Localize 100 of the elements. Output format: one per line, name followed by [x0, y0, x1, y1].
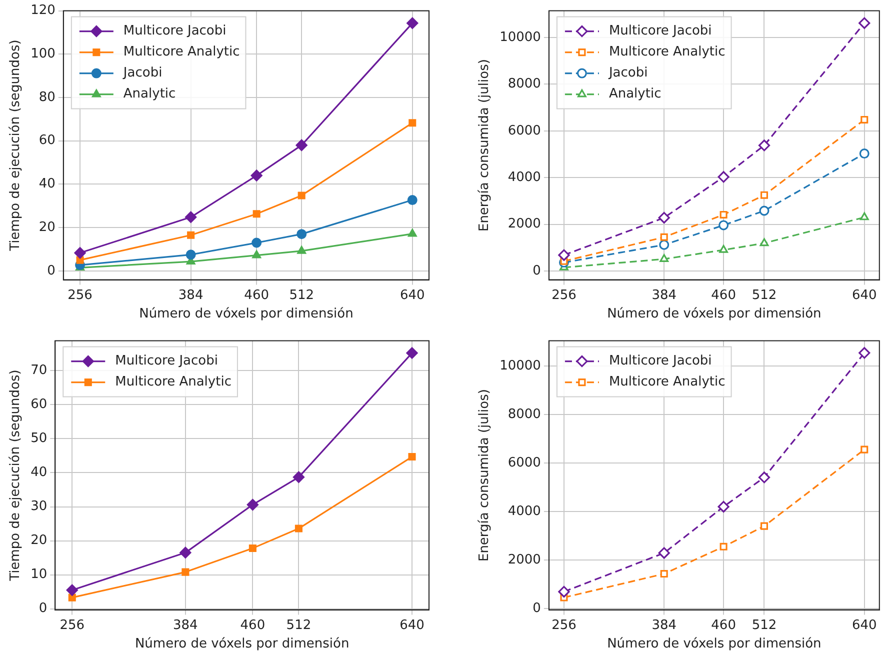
- point: [759, 206, 770, 216]
- point: [408, 119, 416, 127]
- x-tick-label: 384: [173, 618, 198, 633]
- x-tick-label: 460: [711, 288, 736, 303]
- x-tick-label: 640: [852, 288, 877, 303]
- x-tick-label: 256: [552, 288, 576, 303]
- point: [858, 347, 870, 359]
- y-tick-label: 10: [30, 567, 48, 582]
- legend-label: Multicore Jacobi: [115, 354, 218, 369]
- point: [760, 238, 769, 246]
- legend-label: Jacobi: [122, 66, 162, 81]
- x-tick-label: 384: [652, 288, 677, 303]
- x-axis-title: Número de vóxels por dimensión: [607, 306, 822, 322]
- y-tick-label: 70: [30, 363, 48, 378]
- y-tick-label: 80: [38, 90, 56, 105]
- point: [718, 171, 730, 183]
- legend-label: Analytic: [608, 86, 662, 102]
- y-axis-title: Tiempo de ejecución (segundos): [8, 40, 24, 252]
- point: [860, 116, 868, 124]
- point: [74, 247, 86, 259]
- point: [860, 446, 868, 454]
- legend-label: Analytic: [123, 86, 176, 102]
- point: [408, 228, 417, 237]
- point: [758, 472, 770, 484]
- point: [660, 570, 668, 578]
- point: [406, 347, 418, 359]
- y-tick-label: 20: [30, 533, 48, 548]
- legend-label: Multicore Jacobi: [123, 24, 226, 39]
- point: [658, 547, 670, 559]
- point: [407, 195, 418, 206]
- x-tick-label: 460: [240, 618, 266, 633]
- y-tick-label: 4000: [508, 504, 541, 519]
- point: [718, 500, 730, 512]
- point: [720, 210, 728, 218]
- point: [406, 17, 418, 29]
- x-tick-label: 384: [178, 288, 204, 303]
- legend-label: Multicore Jacobi: [608, 354, 712, 369]
- point: [558, 249, 570, 261]
- x-tick-label: 256: [552, 618, 576, 633]
- y-axis-title: Energía consumida (julios): [477, 59, 492, 232]
- x-axis-title: Número de vóxels por dimensión: [139, 306, 354, 322]
- x-tick-label: 384: [652, 618, 677, 633]
- y-axis-title: Energía consumida (julios): [477, 389, 492, 562]
- y-tick-label: 0: [38, 601, 48, 616]
- point: [252, 210, 260, 218]
- y-tick-label: 40: [38, 176, 56, 192]
- legend-label: Multicore Analytic: [608, 374, 726, 390]
- point: [408, 452, 416, 461]
- point: [250, 170, 262, 182]
- point: [180, 546, 192, 558]
- point: [248, 544, 256, 552]
- y-tick-label: 10000: [500, 30, 541, 45]
- x-tick-label: 512: [752, 618, 777, 633]
- point: [859, 148, 870, 159]
- point: [558, 586, 570, 598]
- y-tick-label: 6000: [508, 455, 541, 470]
- y-tick-label: 0: [47, 263, 56, 278]
- point: [860, 212, 869, 220]
- point: [297, 246, 306, 254]
- point: [718, 220, 729, 230]
- x-tick-label: 512: [752, 288, 777, 303]
- y-tick-label: 100: [30, 46, 56, 62]
- legend-label: Multicore Analytic: [115, 374, 232, 390]
- point: [758, 140, 770, 152]
- x-tick-label: 256: [60, 618, 85, 633]
- y-tick-label: 8000: [508, 407, 541, 422]
- point: [660, 254, 669, 262]
- y-tick-label: 2000: [508, 216, 541, 232]
- y-tick-label: 30: [30, 499, 48, 514]
- y-tick-label: 10000: [500, 358, 541, 374]
- y-tick-label: 2000: [508, 552, 541, 568]
- point: [252, 250, 262, 258]
- point: [298, 192, 306, 200]
- point: [186, 250, 196, 260]
- point: [66, 584, 78, 596]
- y-tick-label: 0: [532, 263, 541, 278]
- point: [182, 568, 190, 576]
- point: [760, 191, 768, 199]
- y-tick-label: 60: [38, 133, 56, 148]
- x-tick-label: 512: [289, 288, 314, 303]
- point: [858, 17, 870, 29]
- y-tick-label: 0: [532, 600, 541, 616]
- legend-label: Multicore Jacobi: [608, 24, 712, 39]
- point: [294, 524, 302, 532]
- point: [292, 471, 305, 483]
- point: [760, 522, 768, 530]
- point: [296, 139, 308, 151]
- x-tick-label: 256: [68, 288, 92, 303]
- point: [659, 240, 670, 250]
- legend-label: Jacobi: [608, 66, 648, 81]
- y-axis-title: Tiempo de ejecución (segundos): [8, 370, 24, 582]
- y-tick-label: 8000: [508, 76, 541, 92]
- y-tick-label: 40: [30, 465, 48, 480]
- y-tick-label: 20: [38, 220, 56, 235]
- x-tick-label: 640: [400, 288, 425, 303]
- point: [246, 498, 258, 511]
- point: [296, 229, 307, 240]
- point: [720, 542, 728, 550]
- y-tick-label: 6000: [508, 123, 541, 138]
- legend-label: Multicore Analytic: [608, 44, 726, 60]
